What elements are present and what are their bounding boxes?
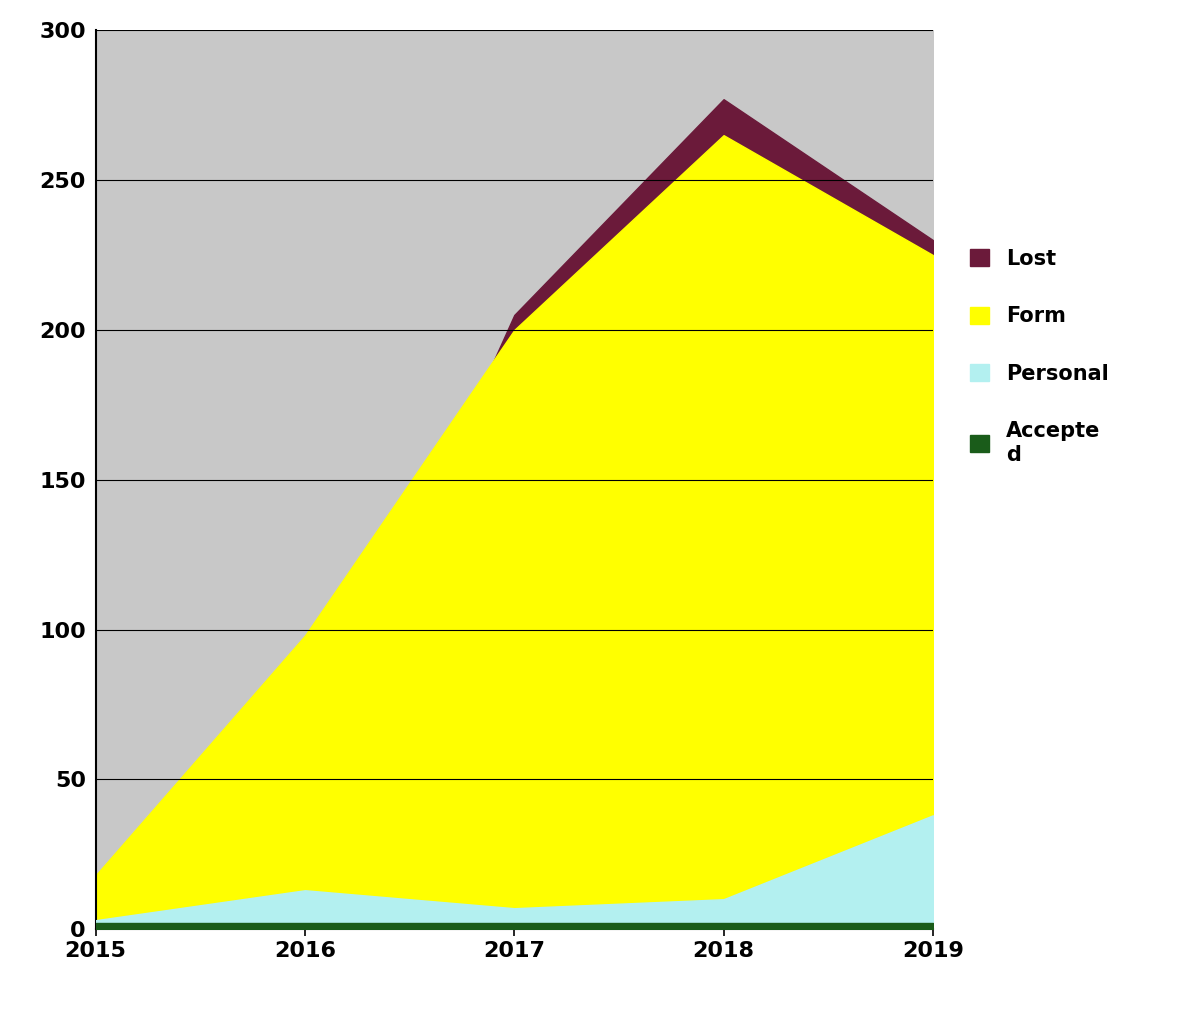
Legend: Lost, Form, Personal, Accepte
d: Lost, Form, Personal, Accepte d: [960, 238, 1119, 475]
